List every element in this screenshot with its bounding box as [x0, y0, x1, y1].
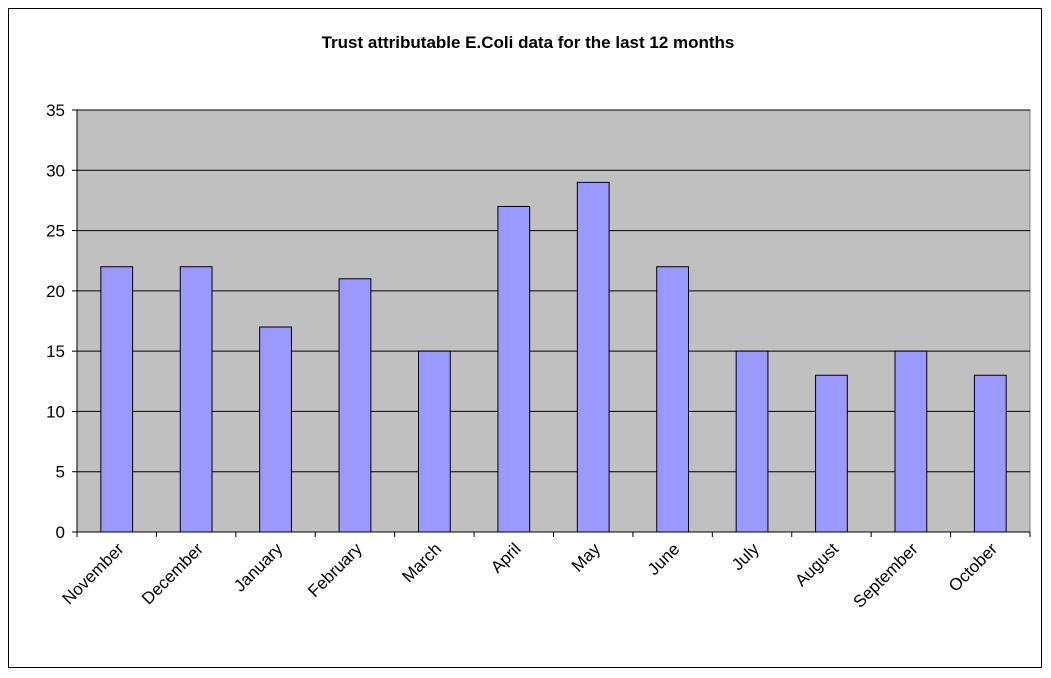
bar: [735, 350, 769, 533]
bar: [100, 266, 134, 533]
bar: [973, 374, 1007, 533]
y-tick-label: 15: [46, 342, 65, 361]
y-tick-label: 35: [46, 101, 65, 120]
bar: [576, 181, 610, 533]
y-tick-label: 30: [46, 161, 65, 180]
y-tick-label: 5: [56, 463, 65, 482]
y-tick-label: 25: [46, 222, 65, 241]
y-tick-label: 20: [46, 282, 65, 301]
bar: [815, 374, 848, 533]
chart-title: Trust attributable E.Coli data for the l…: [322, 33, 735, 52]
plot-area: [76, 109, 1031, 533]
bar: [259, 326, 292, 533]
bar: [338, 278, 372, 533]
y-tick-label: 10: [46, 402, 65, 421]
y-tick-label: 0: [56, 523, 65, 542]
bar: [179, 266, 213, 533]
bar: [894, 350, 928, 533]
bar: [497, 205, 531, 533]
bar: [417, 350, 451, 533]
bar: [656, 266, 690, 533]
